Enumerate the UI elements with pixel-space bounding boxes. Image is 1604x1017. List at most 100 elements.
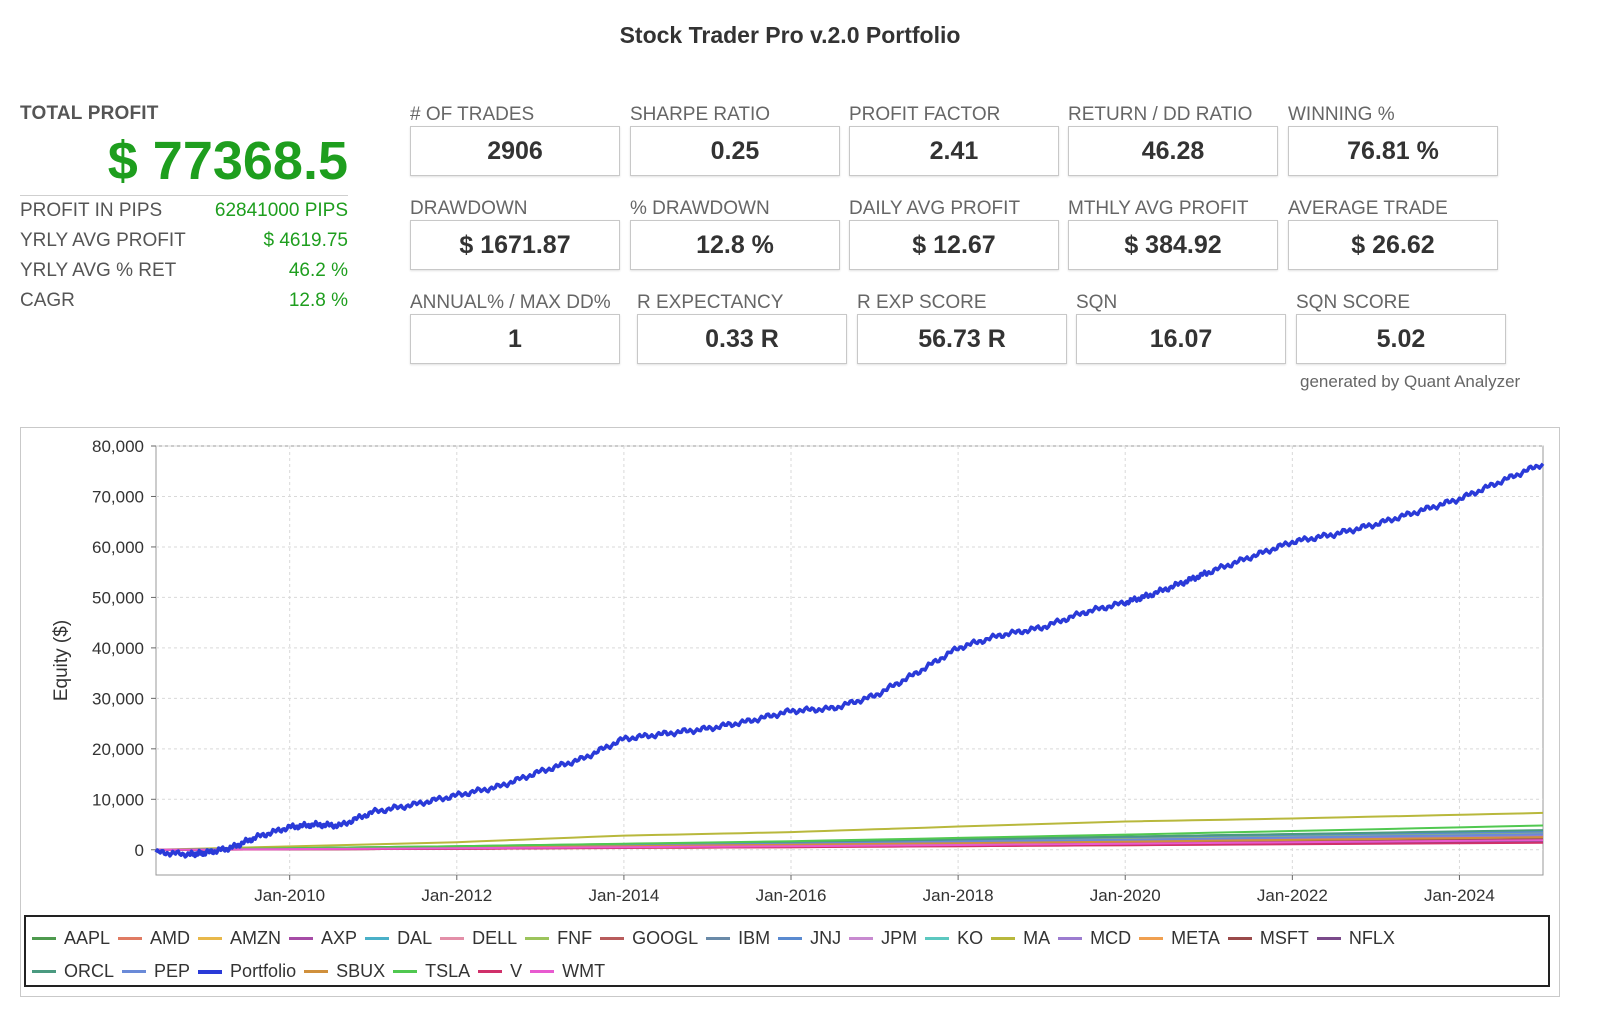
- legend-label: MSFT: [1259, 928, 1309, 948]
- stat-row: CAGR 12.8 %: [20, 286, 348, 316]
- metric-label: ANNUAL% / MAX DD%: [410, 292, 611, 313]
- metric-label: R EXP SCORE: [857, 292, 987, 313]
- legend-item-v: V: [478, 961, 522, 982]
- metric-label: RETURN / DD RATIO: [1068, 104, 1253, 125]
- legend-item-meta: META: [1139, 928, 1220, 949]
- y-tick-label: 10,000: [92, 790, 144, 809]
- summary-panel: TOTAL PROFIT $ 77368.5 PROFIT IN PIPS 62…: [20, 103, 348, 316]
- legend-row: ORCL PEP Portfolio SBUX TSLA V WMT: [32, 955, 1548, 988]
- metric-label: DRAWDOWN: [410, 198, 528, 219]
- y-tick-label: 30,000: [92, 689, 144, 708]
- x-tick-label: Jan-2010: [254, 886, 325, 905]
- legend-swatch: [478, 970, 503, 973]
- legend-swatch: [365, 937, 390, 940]
- legend-item-ma: MA: [991, 928, 1050, 949]
- legend-swatch: [304, 970, 329, 973]
- metric-value: $ 26.62: [1288, 220, 1498, 270]
- metric-monthly-avg: MTHLY AVG PROFIT $ 384.92: [1068, 198, 1278, 270]
- series-line-wmt: [155, 839, 1544, 851]
- metric-value: 56.73 R: [857, 314, 1067, 364]
- legend-label: Portfolio: [230, 961, 297, 981]
- legend-item-jnj: JNJ: [778, 928, 841, 949]
- legend-item-orcl: ORCL: [32, 961, 114, 982]
- generated-by-note: generated by Quant Analyzer: [1300, 372, 1521, 391]
- plot-area: [155, 445, 1544, 876]
- x-tick-label: Jan-2020: [1090, 886, 1161, 905]
- y-tick-label: 0: [135, 841, 144, 860]
- metric-label: DAILY AVG PROFIT: [849, 198, 1021, 219]
- equity-chart: 0 10,000 20,000 30,000 40,000 50,000 60,000 70,…: [51, 437, 1545, 905]
- legend-item-pep: PEP: [122, 961, 190, 982]
- x-tick-label: Jan-2012: [421, 886, 492, 905]
- legend-item-portfolio: Portfolio: [198, 961, 296, 982]
- metric-value: 76.81 %: [1288, 126, 1498, 176]
- legend-swatch: [849, 937, 874, 940]
- metric-label: AVERAGE TRADE: [1288, 198, 1448, 219]
- metric-label: WINNING %: [1288, 104, 1395, 125]
- legend-item-dal: DAL: [365, 928, 432, 949]
- legend-swatch: [32, 970, 56, 973]
- legend-item-jpm: JPM: [849, 928, 917, 949]
- legend-swatch: [925, 937, 950, 940]
- page-title: Stock Trader Pro v.2.0 Portfolio: [619, 22, 961, 48]
- stat-label: YRLY AVG PROFIT: [20, 230, 186, 251]
- stat-value: 12.8 %: [288, 290, 348, 311]
- legend-label: ORCL: [64, 961, 115, 981]
- legend-row: AAPL AMD AMZN AXP DAL DELL FNF GOOGL IBM JNJ JPM KO…: [32, 922, 1548, 955]
- metric-return-dd: RETURN / DD RATIO 46.28: [1068, 104, 1278, 176]
- legend-label: AMZN: [230, 928, 282, 948]
- series-line-ma: [155, 811, 1544, 851]
- legend-item-mcd: MCD: [1058, 928, 1131, 949]
- metric-daily-avg: DAILY AVG PROFIT $ 12.67: [849, 198, 1059, 270]
- legend-label: KO: [957, 928, 984, 948]
- legend-item-nflx: NFLX: [1316, 928, 1395, 949]
- metric-trades: # OF TRADES 2906: [410, 104, 620, 176]
- legend-label: IBM: [738, 928, 771, 948]
- chart-legend: AAPL AMD AMZN AXP DAL DELL FNF GOOGL IBM JNJ JPM KO…: [24, 915, 1550, 987]
- total-profit-value: $ 77368.5: [20, 131, 348, 196]
- legend-swatch: [1058, 937, 1083, 940]
- metric-value: 5.02: [1296, 314, 1506, 364]
- x-tick-label: Jan-2018: [923, 886, 994, 905]
- stat-row: PROFIT IN PIPS 62841000 PIPS: [20, 196, 348, 226]
- metric-annual-maxdd: ANNUAL% / MAX DD% 1: [410, 292, 620, 364]
- y-tick-label: 20,000: [92, 740, 144, 759]
- metric-label: SQN: [1076, 292, 1118, 313]
- metric-average-trade: AVERAGE TRADE $ 26.62: [1288, 198, 1498, 270]
- legend-label: SBUX: [336, 961, 386, 981]
- metric-label: # OF TRADES: [410, 104, 535, 125]
- x-tick-label: Jan-2022: [1257, 886, 1328, 905]
- metric-value: 16.07: [1076, 314, 1286, 364]
- legend-swatch: [525, 937, 550, 940]
- legend-item-googl: GOOGL: [600, 928, 698, 949]
- legend-swatch: [600, 937, 625, 940]
- chart-frame: 0 10,000 20,000 30,000 40,000 50,000 60,000 70,…: [20, 427, 1560, 997]
- legend-label: TSLA: [425, 961, 471, 981]
- legend-label: AXP: [321, 928, 358, 948]
- legend-item-amzn: AMZN: [198, 928, 281, 949]
- y-tick-label: 50,000: [92, 588, 144, 607]
- legend-label: JPM: [881, 928, 918, 948]
- series-line-portfolio: [154, 462, 1545, 859]
- metric-label: SHARPE RATIO: [630, 104, 771, 125]
- legend-item-msft: MSFT: [1227, 928, 1309, 949]
- legend-swatch: [198, 969, 223, 974]
- legend-item-axp: AXP: [289, 928, 357, 949]
- legend-item-ko: KO: [925, 928, 983, 949]
- metric-value: 0.25: [630, 126, 840, 176]
- legend-label: WMT: [562, 961, 606, 981]
- legend-swatch: [118, 937, 143, 940]
- legend-label: MCD: [1090, 928, 1132, 948]
- metric-value: 0.33 R: [637, 314, 847, 364]
- stat-value: 62841000 PIPS: [214, 200, 348, 221]
- legend-swatch: [440, 937, 465, 940]
- y-axis-label: Equity ($): [51, 620, 72, 701]
- x-tick-label: Jan-2024: [1424, 886, 1495, 905]
- legend-swatch: [991, 937, 1016, 940]
- legend-label: V: [510, 961, 523, 981]
- legend-swatch: [778, 937, 803, 940]
- legend-label: AMD: [150, 928, 191, 948]
- metric-value: $ 12.67: [849, 220, 1059, 270]
- y-tick-label: 70,000: [92, 487, 144, 506]
- metric-sqn: SQN 16.07: [1076, 292, 1286, 364]
